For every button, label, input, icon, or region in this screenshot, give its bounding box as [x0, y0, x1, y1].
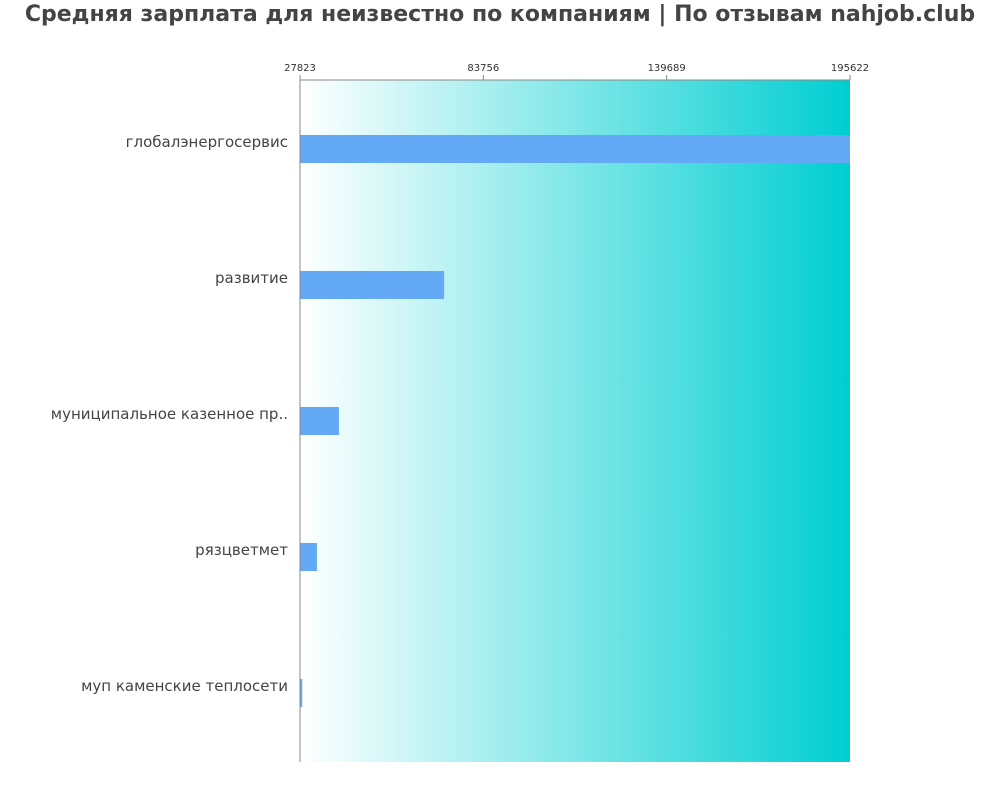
chart-title-container: Средняя зарплата для неизвестно по компа… [0, 0, 1000, 30]
category-labels: глобалэнергосервис развитие муниципальное … [51, 133, 288, 695]
x-tick-label: 139689 [648, 63, 686, 74]
bar [300, 407, 339, 435]
category-label: рязцветмет [195, 541, 288, 559]
chart-title: Средняя зарплата для неизвестно по компа… [24, 2, 976, 27]
bar [300, 543, 317, 571]
bar [300, 135, 850, 163]
plot-background [300, 80, 850, 762]
category-label: глобалэнергосервис [126, 133, 288, 151]
x-axis-ticks: 27823 83756 139689 195622 [284, 63, 869, 80]
x-tick-label: 27823 [284, 63, 316, 74]
category-label: муниципальное казенное пр.. [51, 405, 288, 423]
bar [300, 271, 445, 299]
category-label: муп каменские теплосети [81, 677, 288, 695]
bars-group [300, 135, 850, 707]
x-tick-label: 83756 [467, 63, 499, 74]
bar [300, 679, 303, 707]
x-tick-label: 195622 [831, 63, 869, 74]
category-label: развитие [215, 269, 288, 287]
